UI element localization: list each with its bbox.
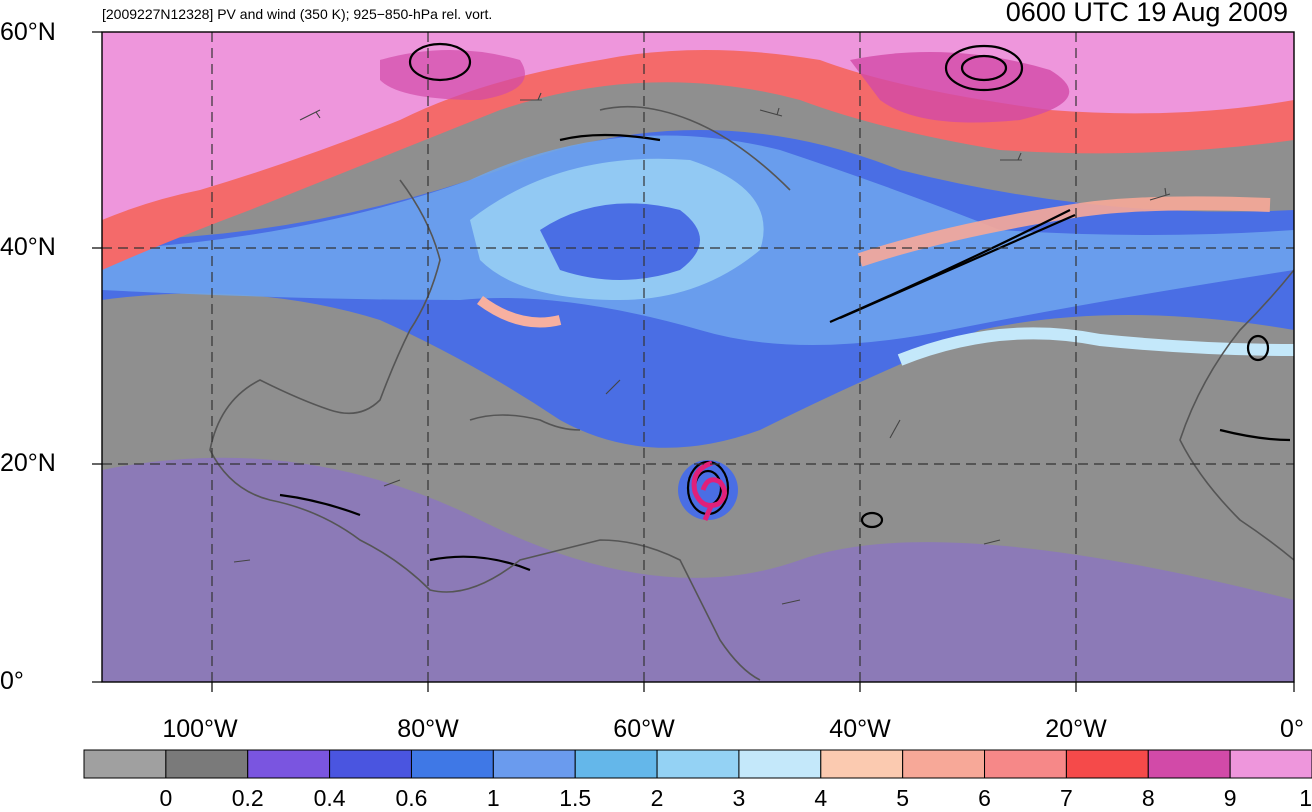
wind-barb: [759, 107, 783, 117]
lat-label-0: 0°: [0, 667, 24, 695]
colorbar-swatch: [492, 749, 576, 779]
lon-label-20w: 20°W: [1045, 715, 1107, 743]
map-title-right: 0600 UTC 19 Aug 2009: [1005, 0, 1288, 27]
colorbar-swatch: [1147, 749, 1231, 779]
colorbar: [83, 749, 1312, 779]
colorbar-swatch: [656, 749, 740, 779]
colorbar-tick-label: 0: [159, 785, 173, 811]
pv-magenta-core-west: [380, 50, 525, 100]
pv-salmon-band-east: [857, 196, 1271, 267]
vort-contour: [429, 555, 531, 572]
colorbar-tick-label: 7: [1059, 785, 1073, 811]
colorbar-swatch: [984, 749, 1067, 779]
colorbar-swatch: [820, 749, 904, 779]
colorbar-swatch: [738, 749, 822, 779]
wind-barb: [889, 419, 901, 439]
map-field: [102, 32, 1294, 682]
vort-contour: [960, 54, 1008, 82]
coast-caribbean: [469, 414, 581, 431]
lon-label-100w: 100°W: [162, 715, 238, 743]
graticule: [102, 32, 1294, 682]
wind-barb: [383, 479, 401, 487]
colorbar-tick-label: 0.4: [313, 785, 346, 811]
colorbar-swatch: [902, 749, 986, 779]
wind-barb: [605, 379, 621, 395]
vort-contour: [1219, 428, 1291, 442]
wind-barb: [233, 559, 251, 563]
vort-contour: [944, 44, 1024, 92]
colorbar-tick-label: 2: [650, 785, 664, 811]
colorbar-tick-label: 1.5: [559, 785, 592, 811]
wind-barb: [520, 92, 542, 101]
lon-label-40w: 40°W: [829, 715, 891, 743]
pv-purple-band: [102, 457, 1294, 682]
lon-label-80w: 80°W: [397, 715, 459, 743]
colorbar-tick-label: 5: [896, 785, 910, 811]
colorbar-tick-label: 9: [1223, 785, 1237, 811]
colorbar-swatch: [83, 749, 167, 779]
colorbar-swatch: [165, 749, 249, 779]
storm-track-tail: [702, 502, 715, 522]
colorbar-swatch: [574, 749, 658, 779]
storm-center-marker: [691, 460, 727, 508]
vort-contour-jet: [839, 213, 1076, 320]
coast-africa-europe: [1179, 269, 1294, 561]
lat-label-20n: 20°N: [0, 449, 56, 477]
colorbar-tick-label: 1: [486, 785, 500, 811]
wind-barb: [299, 109, 321, 121]
lat-label-40n: 40°N: [0, 233, 56, 261]
lon-label-60w: 60°W: [613, 715, 675, 743]
wind-barb: [1000, 152, 1022, 161]
vort-contour: [1246, 334, 1270, 362]
vort-contour: [860, 511, 884, 529]
coast-newfoundland: [599, 105, 791, 191]
vort-contour: [408, 42, 472, 82]
colorbar-tick-label: 3: [732, 785, 746, 811]
vort-contour: [279, 493, 361, 517]
map-frame: [101, 31, 1295, 683]
wind-barb: [781, 599, 801, 605]
wind-barb: [983, 539, 1001, 545]
colorbar-tick-label: 0.2: [231, 785, 264, 811]
colorbar-swatch: [329, 749, 412, 779]
colorbar-tick-label: 4: [814, 785, 828, 811]
colorbar-tick-label: 10: [1299, 785, 1312, 811]
pv-salmon-filament: [477, 295, 562, 328]
colorbar-tick-label: 6: [978, 785, 991, 811]
pv-cyan-filament: [897, 327, 1294, 366]
vort-contour: [559, 133, 661, 142]
coast-americas: [209, 179, 761, 681]
colorbar-swatch: [247, 749, 331, 779]
colorbar-swatch: [410, 749, 494, 779]
lat-label-60n: 60°N: [0, 18, 56, 46]
pv-ridge-core: [540, 203, 700, 280]
colorbar-swatch: [1065, 749, 1149, 779]
pv-magenta-core-east: [850, 52, 1070, 123]
colorbar-tick-label: 0.6: [395, 785, 428, 811]
wind-barbs: [233, 92, 1171, 605]
map-title-left: [2009227N12328] PV and wind (350 K); 925…: [102, 6, 493, 22]
coastlines: [209, 105, 1294, 681]
axis-ticks: [92, 31, 1295, 692]
colorbar-swatch: [1229, 749, 1312, 779]
wind-barb: [1149, 187, 1171, 201]
lon-label-0: 0°: [1280, 715, 1304, 743]
colorbar-tick-label: 8: [1141, 785, 1155, 811]
